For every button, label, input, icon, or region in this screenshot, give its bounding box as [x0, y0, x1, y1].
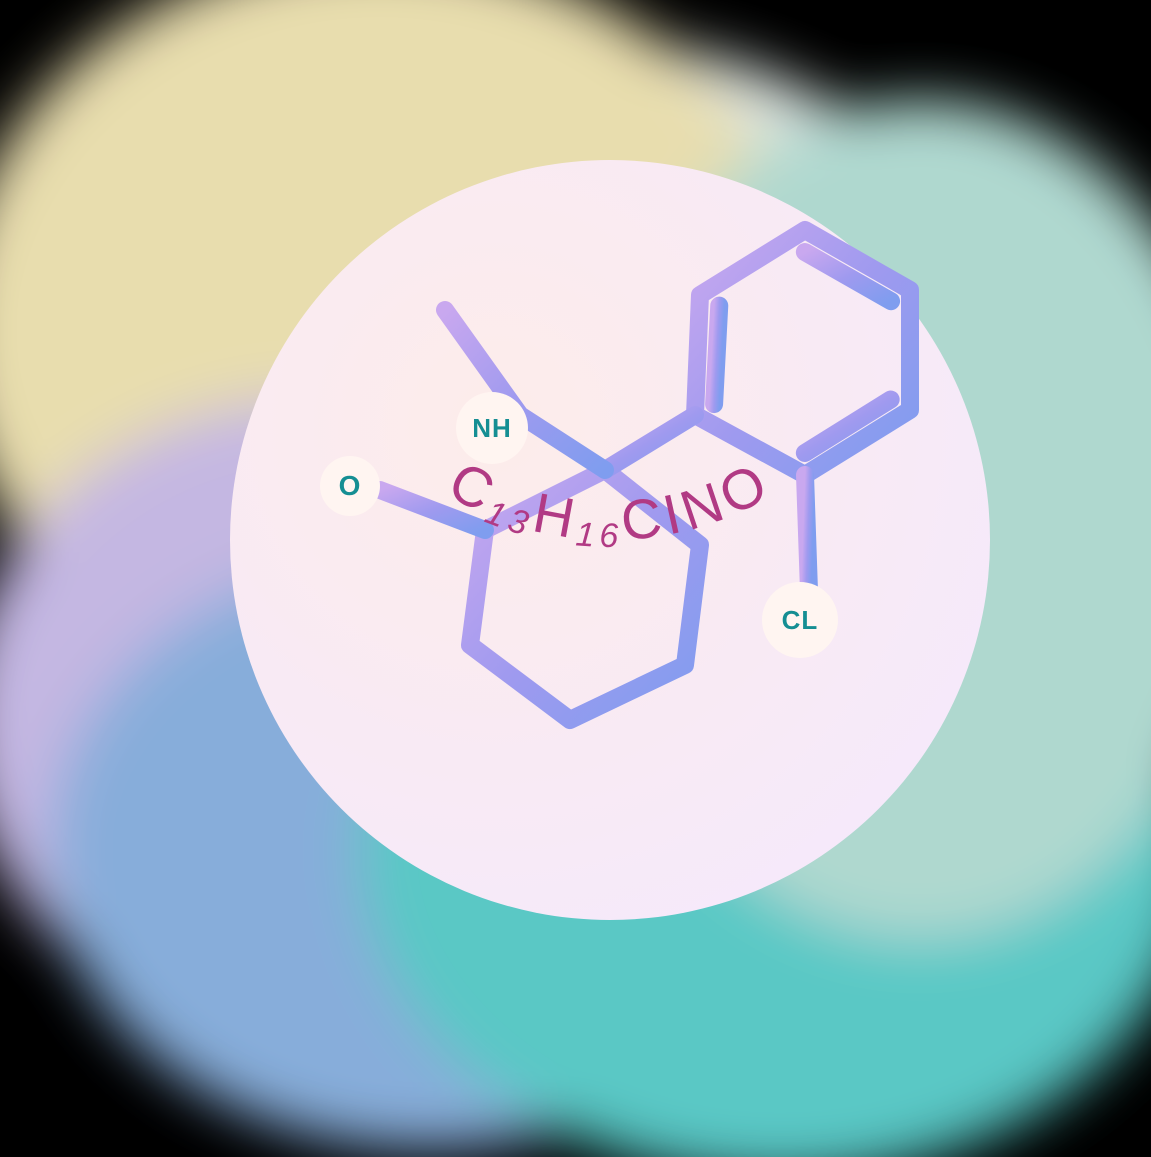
molecule-infographic: C13H16CINO NH O CL — [0, 0, 1151, 1157]
atom-label-nh: NH — [456, 392, 528, 464]
atom-label-cl: CL — [762, 582, 838, 658]
atom-label-o-text: O — [339, 470, 362, 502]
atom-label-o: O — [320, 456, 380, 516]
atom-label-nh-text: NH — [472, 413, 512, 444]
background-swirl: C13H16CINO — [0, 0, 1151, 1157]
atom-label-cl-text: CL — [782, 605, 819, 636]
